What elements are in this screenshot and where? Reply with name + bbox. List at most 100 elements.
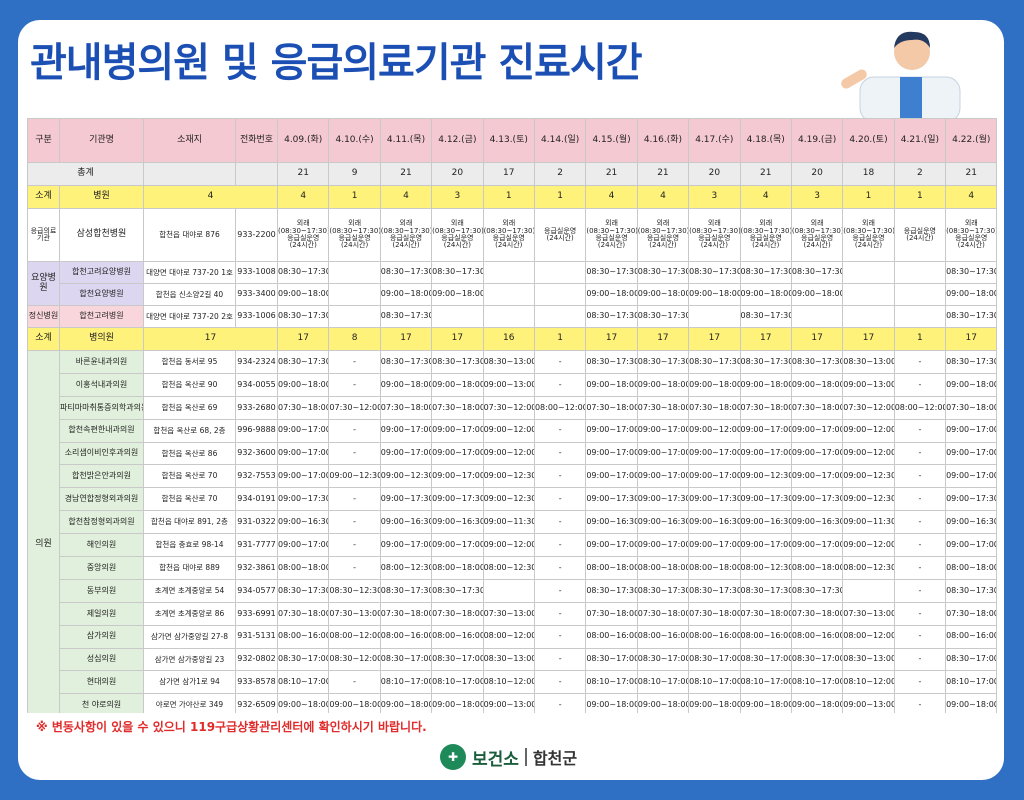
- schedule-cell: 09:00~17:00: [636, 441, 690, 466]
- schedule-cell: -: [328, 487, 381, 512]
- schedule-cell: 09:00~18:00: [276, 283, 330, 306]
- total-value: 2: [893, 162, 947, 186]
- schedule-cell: 09:00~12:00: [482, 441, 535, 466]
- institution-name: 합천고려병원: [59, 305, 144, 328]
- schedule-cell: -: [893, 441, 947, 466]
- clinic-subtotal-row: 소계 병의원 17 17 8 17 17 16 1 17 17 17 17 17 17 1 17: [27, 327, 997, 351]
- notice-text: ※ 변동사항이 있을 수 있으니 119구급상황관리센터에 확인하시기 바랍니다…: [36, 720, 427, 734]
- total-value: 17: [482, 162, 535, 186]
- schedule-cell: -: [893, 464, 947, 489]
- schedule-cell: 09:00~17:00: [945, 533, 997, 558]
- schedule-cell: 09:00~17:00: [688, 441, 741, 466]
- schedule-cell: 08:30~17:30: [585, 305, 638, 328]
- schedule-cell: 08:30~17:30: [431, 261, 484, 284]
- health-center-logo-icon: ✚: [440, 744, 466, 770]
- schedule-cell: 09:00~12:30: [739, 464, 792, 489]
- schedule-cell: 09:00~12:00: [482, 418, 535, 443]
- schedule-cell: 09:00~18:00: [636, 283, 690, 306]
- schedule-cell: -: [328, 533, 381, 558]
- institution-address: 삼가면 삼가1로 94: [143, 670, 236, 695]
- schedule-cell: 09:00~18:00: [379, 372, 433, 397]
- schedule-cell: 외래 (08:30~17:30) 응급실운영 (24시간): [790, 208, 844, 262]
- institution-address: 대양면 대야로 737-20 2호: [143, 305, 236, 328]
- schedule-cell: 08:30~17:30: [945, 305, 997, 328]
- institution-name: 천 야로의원: [59, 693, 144, 713]
- subtotal-value: 17: [945, 327, 997, 351]
- table-row: 해인의원 합천읍 충효로 98-14 931-7777 09:00~17:00-09:…: [28, 533, 997, 558]
- schedule-cell: 08:30~17:30: [739, 305, 792, 328]
- schedule-cell: 08:10~17:00: [739, 670, 792, 695]
- schedule-cell: -: [893, 601, 947, 626]
- subtotal-value: 4: [276, 185, 330, 209]
- institution-phone: 932-0802: [235, 647, 278, 672]
- institution-phone: 933-1006: [235, 305, 278, 328]
- institution-address: 합천읍 옥산로 68, 2층: [143, 418, 236, 443]
- institution-name: 소리샘이비인후과의원: [59, 441, 144, 466]
- schedule-cell: 09:00~17:00: [431, 533, 484, 558]
- schedule-cell: -: [893, 578, 947, 603]
- header-date: 4.19.(금): [790, 118, 844, 163]
- institution-phone: 934-2324: [235, 350, 278, 374]
- schedule-cell: 08:30~17:30: [636, 305, 690, 328]
- schedule-cell: 07:30~18:00: [585, 395, 638, 420]
- doctor-illustration-icon: [841, 31, 961, 122]
- schedule-cell: 09:00~17:00: [431, 441, 484, 466]
- schedule-cell: -: [533, 624, 587, 649]
- schedule-cell: 08:30~13:00: [482, 647, 535, 672]
- total-label: 총계: [27, 162, 144, 186]
- table-row: 합천요양병원 합천읍 신소양2길 40 933-3400 09:00~18:00 09:…: [28, 283, 997, 306]
- schedule-cell: 09:00~17:00: [276, 464, 330, 489]
- schedule-cell: -: [893, 670, 947, 695]
- institution-address: 삼가면 삼가중앙길 27-8: [143, 624, 236, 649]
- schedule-cell: [842, 261, 895, 284]
- category-psychiatric-hospital: 정신병원: [27, 305, 60, 328]
- schedule-cell: 09:00~18:00: [585, 693, 638, 713]
- institution-name: 해인의원: [59, 533, 144, 558]
- subtotal-value: 17: [276, 327, 330, 351]
- table-row: 동부의원 초계면 초계중앙로 54 934-0577 08:30~17:30 08:30…: [28, 578, 997, 603]
- institution-address: 삼가면 삼가중앙길 23: [143, 647, 236, 672]
- header-row: 구분 기관명 소재지 전화번호 4.09.(화) 4.10.(수) 4.11.(…: [27, 118, 997, 163]
- schedule-cell: -: [328, 556, 381, 580]
- subtotal-value: 1: [842, 185, 895, 209]
- schedule-cell: 09:00~17:00: [585, 464, 638, 489]
- schedule-cell: 09:00~16:30: [688, 510, 741, 535]
- schedule-cell: 08:00~16:00: [688, 624, 741, 649]
- schedule-cell: 07:30~18:00: [790, 601, 844, 626]
- schedule-cell: 외래 (08:30~17:30) 응급실운영 (24시간): [379, 208, 433, 262]
- schedule-cell: 응급실운영 (24시간): [893, 208, 947, 262]
- schedule-cell: 09:00~13:00: [842, 693, 895, 713]
- institution-address: 합천읍 대야로 891, 2층: [143, 510, 236, 535]
- schedule-cell: 09:00~17:00: [379, 441, 433, 466]
- schedule-cell: 09:00~13:00: [842, 372, 895, 397]
- schedule-cell: 07:30~18:00: [739, 395, 792, 420]
- schedule-cell: [482, 261, 535, 284]
- institution-address: 합천읍 옥산로 69: [143, 395, 236, 420]
- schedule-cell: 08:30~17:30: [431, 350, 484, 374]
- institution-address: 합천읍 신소양2길 40: [143, 283, 236, 306]
- schedule-table-container: 구분 기관명 소재지 전화번호 4.09.(화) 4.10.(수) 4.11.(…: [27, 118, 997, 713]
- institution-name: 삼성합천병원: [59, 208, 144, 262]
- schedule-cell: 07:30~13:00: [482, 601, 535, 626]
- institution-address: 합천읍 대야로 876: [143, 208, 236, 262]
- schedule-cell: 08:00~12:00: [893, 395, 947, 420]
- schedule-cell: 09:00~17:00: [379, 533, 433, 558]
- schedule-cell: 09:00~12:00: [688, 418, 741, 443]
- schedule-cell: 08:30~17:30: [739, 261, 792, 284]
- table-row: 현대의원 삼가면 삼가1로 94 933-8578 08:10~17:00-08:10…: [28, 670, 997, 695]
- subtotal-value: 17: [636, 327, 690, 351]
- institution-address: 합천읍 옥산로 70: [143, 487, 236, 512]
- schedule-cell: 09:00~18:00: [585, 372, 638, 397]
- schedule-cell: -: [533, 487, 587, 512]
- institution-phone: 933-2200: [235, 208, 278, 262]
- schedule-cell: 09:00~17:00: [276, 533, 330, 558]
- schedule-cell: 08:30~17:30: [739, 350, 792, 374]
- schedule-cell: 07:30~18:00: [688, 601, 741, 626]
- total-row: 총계 21 9 21 20 17 2 21 21 20 21 20 18 2 21: [27, 162, 997, 186]
- institution-name: 이홍석내과의원: [59, 372, 144, 397]
- schedule-cell: 08:30~17:30: [276, 305, 330, 328]
- total-value: 20: [790, 162, 844, 186]
- schedule-cell: -: [328, 510, 381, 535]
- schedule-cell: 외래 (08:30~17:30) 응급실운영 (24시간): [945, 208, 997, 262]
- schedule-cell: -: [893, 624, 947, 649]
